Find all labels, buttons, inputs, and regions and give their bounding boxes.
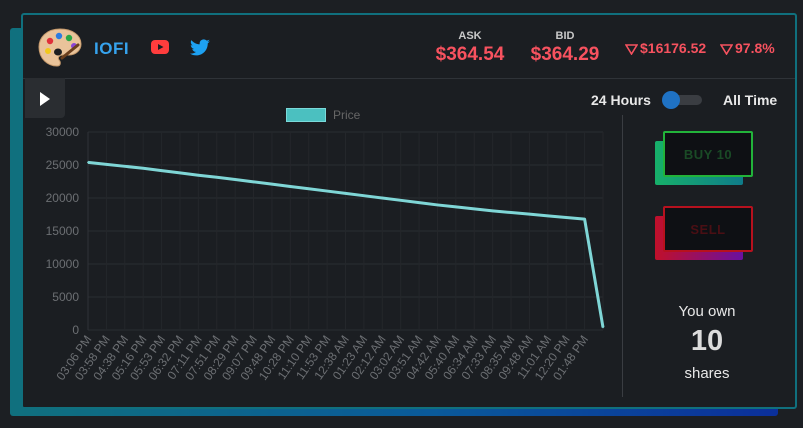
shares-label: shares bbox=[684, 365, 730, 382]
y-tick-label: 5000 bbox=[52, 290, 79, 304]
price-point bbox=[418, 201, 420, 204]
owned-shares-count: 10 bbox=[690, 325, 724, 357]
play-button[interactable] bbox=[25, 78, 65, 118]
toggle-knob[interactable] bbox=[662, 91, 680, 109]
price-point bbox=[252, 180, 255, 183]
price-point bbox=[87, 161, 89, 164]
artist-palette-icon bbox=[38, 28, 82, 67]
ask-label: ASK bbox=[458, 30, 482, 42]
ticker-symbol: IOFI bbox=[94, 39, 130, 58]
range-toggle[interactable] bbox=[662, 91, 702, 109]
legend-swatch bbox=[286, 108, 326, 122]
price-point bbox=[289, 185, 292, 188]
legend-label: Price bbox=[333, 108, 361, 122]
price-point bbox=[142, 167, 145, 170]
price-point bbox=[234, 178, 237, 181]
price-point bbox=[473, 207, 476, 210]
price-point bbox=[362, 194, 365, 197]
price-point bbox=[510, 211, 512, 214]
price-point bbox=[381, 197, 384, 199]
price-point bbox=[307, 187, 310, 190]
stock-header: IOFI ASK $364.54 BID $364.29 $16176.52 9… bbox=[23, 15, 795, 79]
y-tick-label: 20000 bbox=[46, 191, 80, 205]
bid-label: BID bbox=[555, 30, 575, 42]
price-point bbox=[344, 192, 347, 195]
change-percent-value: 97.8% bbox=[735, 40, 775, 56]
ask-price: $364.54 bbox=[435, 44, 505, 65]
stock-card: IOFI ASK $364.54 BID $364.29 $16176.52 9… bbox=[21, 13, 797, 409]
play-icon bbox=[40, 92, 50, 106]
toggle-track bbox=[666, 95, 702, 105]
sell-button-face[interactable]: SELL bbox=[663, 206, 753, 252]
y-tick-label: 15000 bbox=[46, 224, 80, 238]
y-tick-label: 0 bbox=[72, 323, 79, 337]
price-point bbox=[583, 218, 586, 221]
price-point bbox=[399, 199, 402, 202]
y-tick-label: 30000 bbox=[46, 125, 80, 139]
change-percent: 97.8% bbox=[720, 40, 775, 56]
bid-price: $364.29 bbox=[530, 44, 600, 65]
youtube-icon[interactable] bbox=[151, 40, 169, 54]
triangle-down-icon bbox=[625, 43, 638, 55]
price-point bbox=[602, 326, 604, 329]
price-point bbox=[491, 209, 494, 212]
you-own-label: You own bbox=[678, 303, 736, 320]
buy-button[interactable]: BUY 10 bbox=[655, 131, 753, 187]
price-point bbox=[565, 216, 568, 219]
price-point bbox=[454, 206, 457, 208]
price-point bbox=[215, 176, 218, 179]
price-point bbox=[271, 183, 273, 186]
change-amount: $16176.52 bbox=[625, 40, 706, 56]
change-amount-value: $16176.52 bbox=[640, 40, 707, 56]
price-point bbox=[546, 214, 549, 217]
price-point bbox=[123, 165, 126, 168]
panel-divider bbox=[622, 115, 623, 397]
sell-button[interactable]: SELL bbox=[655, 206, 753, 262]
price-point bbox=[326, 190, 329, 192]
range-24-hours-label[interactable]: 24 Hours bbox=[591, 92, 651, 108]
price-point bbox=[105, 163, 108, 166]
y-tick-label: 10000 bbox=[46, 257, 80, 271]
price-point bbox=[528, 213, 531, 216]
price-point bbox=[197, 174, 200, 177]
triangle-down-icon bbox=[720, 43, 733, 55]
y-tick-label: 25000 bbox=[46, 158, 80, 172]
buy-button-face[interactable]: BUY 10 bbox=[663, 131, 753, 177]
price-point bbox=[160, 169, 163, 172]
price-point bbox=[436, 204, 439, 206]
range-all-time-label[interactable]: All Time bbox=[723, 92, 778, 108]
price-point bbox=[179, 172, 181, 174]
twitter-icon[interactable] bbox=[189, 39, 211, 57]
